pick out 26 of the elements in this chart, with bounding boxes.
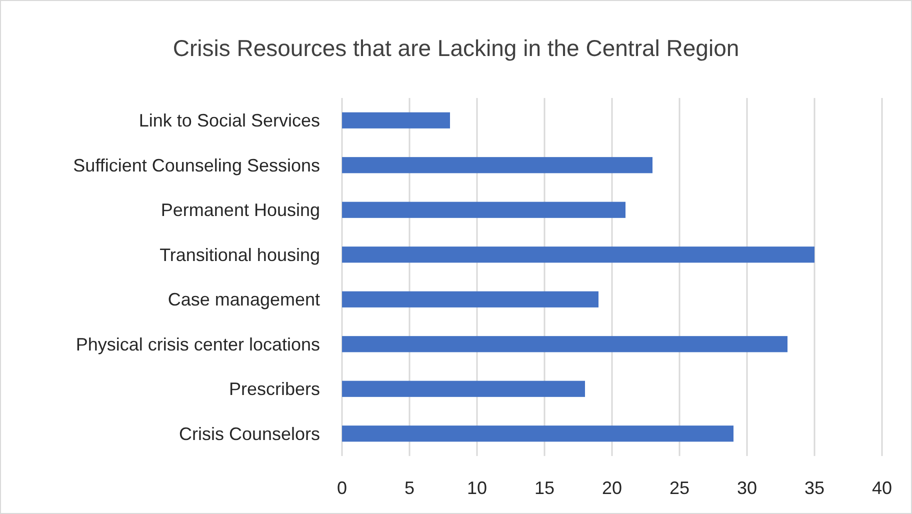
bar [342,202,626,218]
bar [342,157,652,174]
x-tick-label: 30 [736,478,758,498]
bar [342,336,788,352]
y-tick-label: Permanent Housing [160,200,320,220]
y-tick-label: Sufficient Counseling Sessions [73,155,320,176]
bar [342,380,585,397]
bar [342,291,598,308]
x-tick-label: 15 [534,478,555,498]
y-tick-label: Case management [168,290,320,310]
x-tick-label: 0 [336,478,348,498]
y-tick-label: Crisis Counselors [178,424,320,444]
x-tick-label: 20 [602,478,622,498]
x-tick-label: 10 [466,478,488,498]
x-tick-label: 25 [669,478,690,498]
x-tick-label: 5 [404,478,415,498]
y-tick-label: Prescribers [228,379,320,400]
x-tick-label: 40 [872,478,892,498]
bar [342,246,814,263]
y-tick-label: Link to Social Services [138,110,320,131]
y-tick-label: Transitional housing [160,244,320,265]
bar [342,112,450,128]
bar [342,426,734,442]
y-tick-label: Physical crisis center locations [76,334,320,354]
chart-title: Crisis Resources that are Lacking in the Central Region [172,35,740,61]
x-tick-label: 35 [804,478,825,498]
